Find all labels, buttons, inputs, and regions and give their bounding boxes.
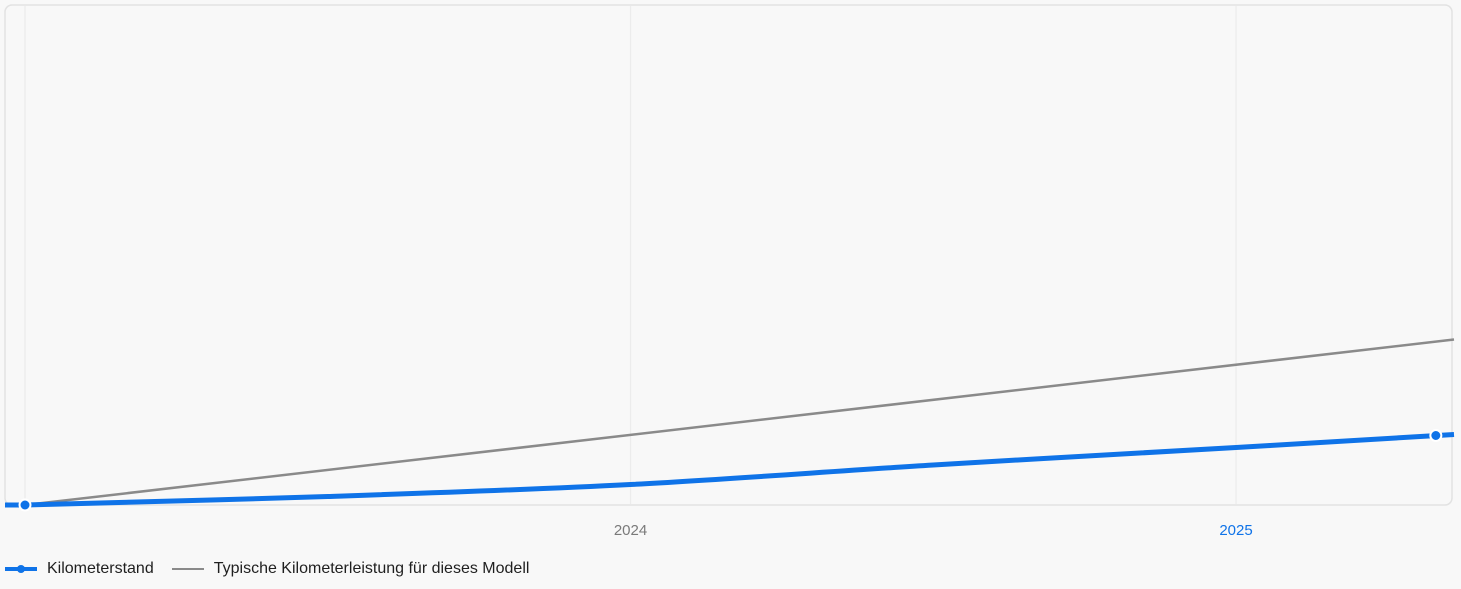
grid-lines [24,6,1237,504]
series-line-typical-mileage [24,338,1455,507]
x-axis-ticks: 2024 2025 [614,522,1253,539]
legend-item-kilometerstand[interactable]: Kilometerstand [5,560,154,578]
plot-area [4,4,1453,506]
legend: Kilometerstand Typische Kilometerleistun… [5,558,529,580]
legend-swatch-kilometerstand [5,564,37,574]
series-layer [5,338,1455,512]
x-tick-label-2025: 2025 [1219,522,1252,539]
legend-label-typical-mileage: Typische Kilometerleistung für dieses Mo… [213,560,530,577]
x-tick-label-2024: 2024 [614,522,647,539]
series-line-kilometerstand [5,432,1455,508]
legend-item-typical-mileage[interactable]: Typische Kilometerleistung für dieses Mo… [171,560,530,578]
legend-label-kilometerstand: Kilometerstand [47,560,154,577]
legend-swatch-typical-mileage [171,564,204,574]
kilometerstand-point-1[interactable] [1429,429,1443,442]
kilometerstand-point-0[interactable] [18,498,32,512]
